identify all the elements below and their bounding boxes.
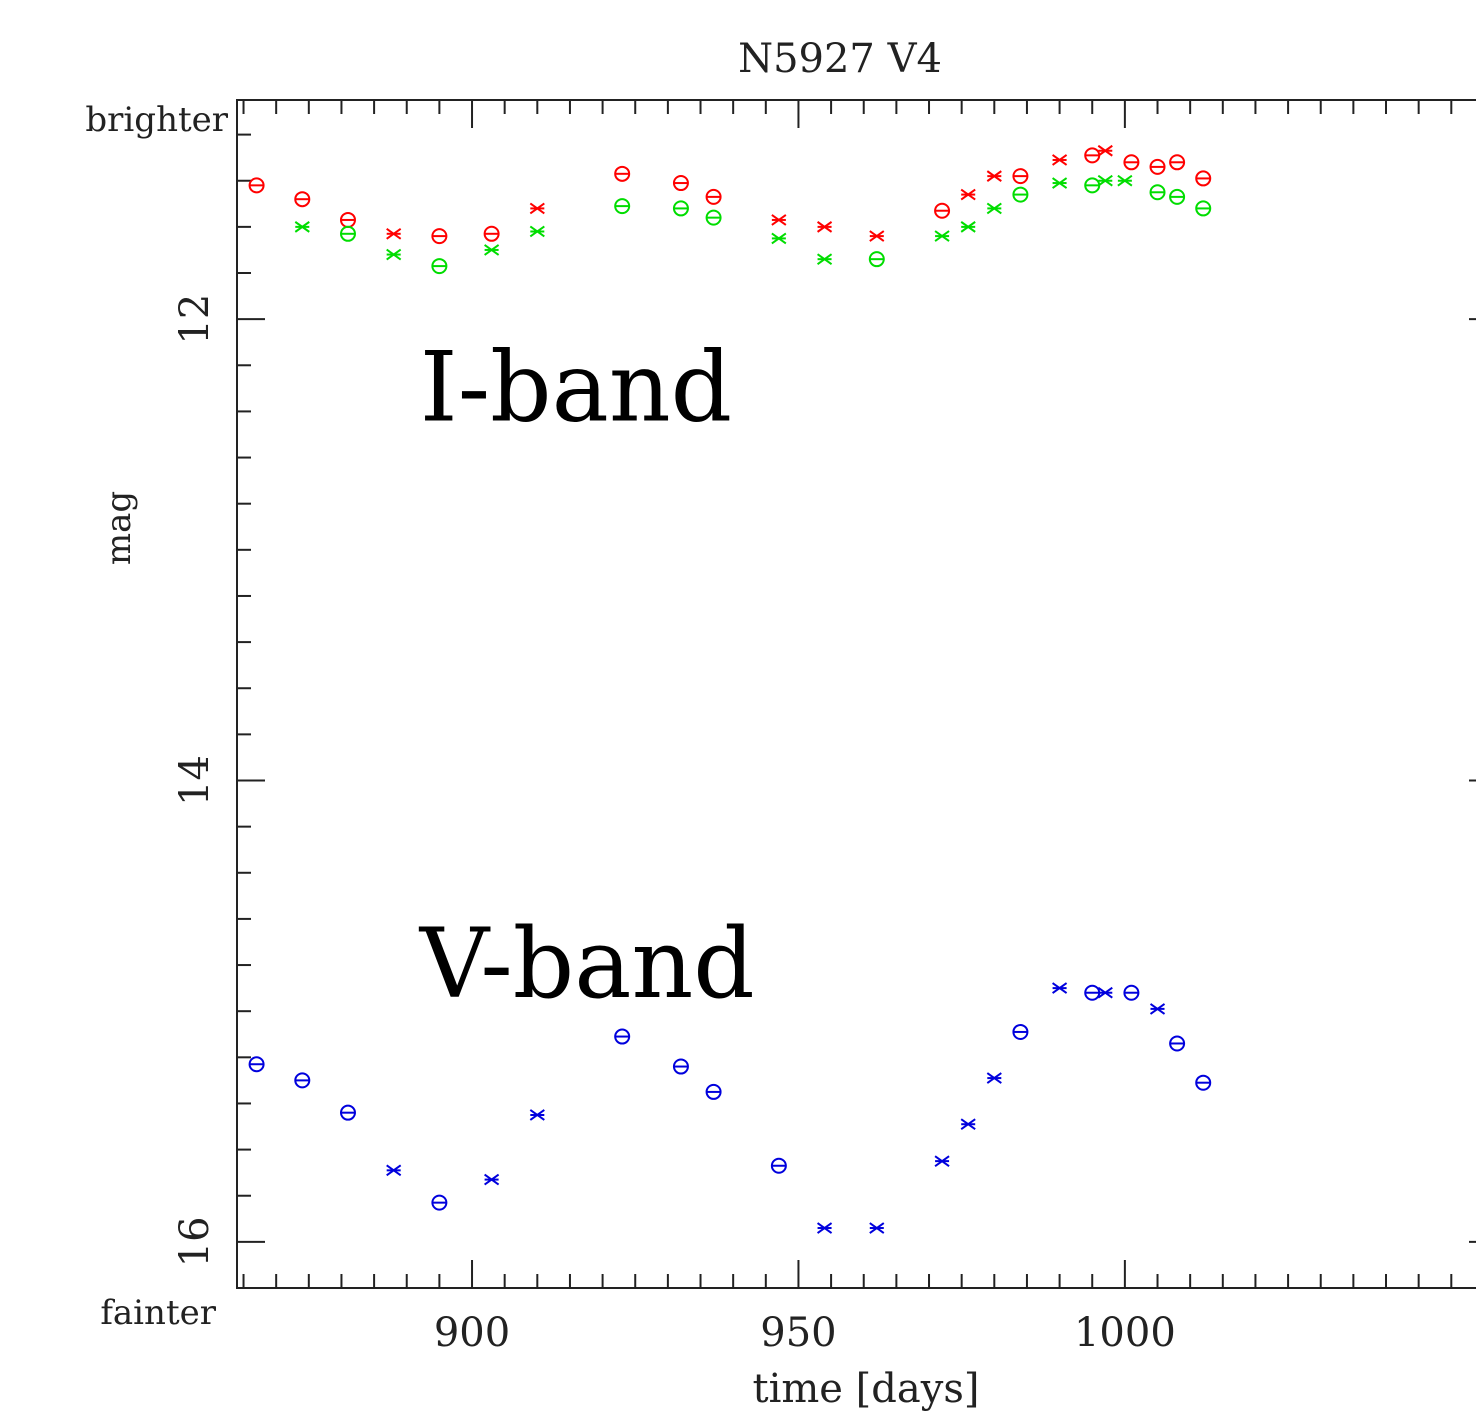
data-point bbox=[1123, 154, 1140, 171]
data-point bbox=[934, 1155, 950, 1167]
data-point bbox=[672, 200, 689, 217]
data-point bbox=[1117, 174, 1133, 187]
data-point bbox=[816, 1222, 833, 1234]
data-point bbox=[1169, 1035, 1186, 1052]
data-point bbox=[816, 253, 833, 265]
data-point bbox=[1149, 158, 1166, 175]
data-point bbox=[986, 170, 1002, 182]
data-point bbox=[1084, 177, 1101, 194]
x-axis-label: time [days] bbox=[753, 1366, 980, 1412]
y-axis-label: mag bbox=[99, 491, 139, 565]
data-points bbox=[248, 144, 1212, 1234]
data-point bbox=[431, 228, 448, 245]
data-point bbox=[1084, 147, 1101, 164]
data-point bbox=[1149, 184, 1166, 201]
data-point bbox=[705, 1083, 722, 1100]
y-bottom-label: fainter bbox=[100, 1293, 216, 1333]
y-tick-label: 16 bbox=[172, 1216, 218, 1267]
data-point bbox=[614, 198, 631, 215]
data-point bbox=[614, 165, 631, 182]
data-point bbox=[868, 251, 885, 268]
data-point bbox=[1169, 188, 1186, 205]
axis-ticks bbox=[237, 100, 1476, 1289]
data-point bbox=[339, 211, 356, 228]
data-point bbox=[431, 258, 448, 275]
y-top-label: brighter bbox=[85, 100, 228, 140]
data-point bbox=[1052, 177, 1068, 189]
data-point bbox=[869, 230, 885, 242]
data-point bbox=[1097, 174, 1113, 187]
data-point bbox=[294, 191, 311, 208]
data-point bbox=[1012, 186, 1029, 203]
data-point bbox=[248, 177, 265, 194]
data-point bbox=[771, 232, 787, 245]
data-point bbox=[1052, 154, 1068, 166]
data-point bbox=[1097, 144, 1113, 157]
data-point bbox=[705, 209, 722, 226]
data-point bbox=[1195, 1074, 1212, 1091]
data-point bbox=[960, 188, 976, 201]
data-point bbox=[294, 221, 310, 233]
data-point bbox=[672, 1058, 689, 1075]
data-point bbox=[483, 225, 500, 242]
data-point bbox=[386, 1164, 402, 1177]
data-point bbox=[986, 202, 1002, 215]
data-point bbox=[294, 1072, 311, 1089]
band-annotations: I-band V-band bbox=[419, 331, 755, 1020]
chart-title: N5927 V4 bbox=[738, 36, 942, 82]
data-point bbox=[1097, 986, 1113, 999]
plot-frame bbox=[236, 99, 1476, 1289]
data-point bbox=[672, 175, 689, 192]
x-tick-label: 1000 bbox=[1074, 1310, 1176, 1356]
data-point bbox=[386, 227, 402, 240]
data-point bbox=[1195, 200, 1212, 217]
data-point bbox=[1169, 154, 1186, 171]
y-tick-label: 14 bbox=[172, 755, 218, 806]
band-annotation: V-band bbox=[419, 908, 755, 1020]
data-point bbox=[529, 225, 545, 238]
y-tick-label: 12 bbox=[172, 294, 218, 345]
data-point bbox=[1149, 1003, 1166, 1015]
data-point bbox=[484, 244, 500, 256]
data-point bbox=[770, 1157, 787, 1174]
data-point bbox=[934, 230, 950, 242]
data-point bbox=[339, 1104, 356, 1121]
data-point bbox=[960, 1118, 976, 1131]
data-point bbox=[529, 202, 545, 215]
data-point bbox=[934, 202, 951, 219]
data-point bbox=[771, 214, 787, 226]
data-point bbox=[986, 1072, 1002, 1084]
band-annotation: I-band bbox=[420, 331, 732, 443]
data-point bbox=[614, 1028, 631, 1045]
data-point bbox=[339, 225, 356, 242]
data-point bbox=[1012, 168, 1029, 185]
data-point bbox=[1084, 984, 1101, 1001]
axis-tick-labels: 900 950 1000 12 14 16 bbox=[172, 294, 1176, 1356]
data-point bbox=[705, 188, 722, 205]
x-tick-label: 900 bbox=[434, 1310, 510, 1356]
data-point bbox=[1195, 170, 1212, 187]
x-tick-label: 950 bbox=[760, 1310, 836, 1356]
data-point bbox=[484, 1173, 500, 1186]
data-point bbox=[248, 1056, 265, 1073]
data-point bbox=[960, 221, 976, 233]
data-point bbox=[1123, 984, 1140, 1001]
data-point bbox=[1052, 982, 1068, 994]
data-point bbox=[529, 1109, 545, 1121]
data-point bbox=[869, 1222, 885, 1234]
data-point bbox=[1012, 1023, 1029, 1040]
data-point bbox=[816, 221, 833, 233]
data-point bbox=[431, 1194, 448, 1211]
data-point bbox=[386, 248, 402, 261]
